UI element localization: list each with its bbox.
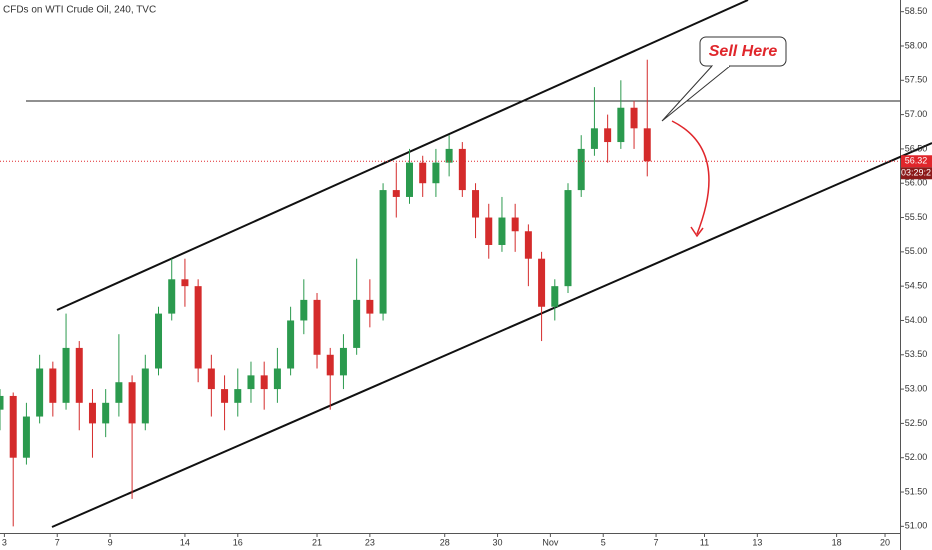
candle-body xyxy=(88,402,96,424)
x-tick-label: 18 xyxy=(832,537,842,547)
candle-body xyxy=(22,416,30,458)
countdown-label: 03:29:2 xyxy=(901,168,931,178)
y-tick-label: 52.50 xyxy=(905,418,928,428)
x-tick-label: 30 xyxy=(493,537,503,547)
candle-body xyxy=(353,299,361,348)
candle-body xyxy=(432,162,440,184)
candle-body xyxy=(564,190,572,287)
y-tick-label: 55.50 xyxy=(905,212,928,222)
y-tick-label: 57.50 xyxy=(905,75,928,85)
candle-body xyxy=(194,286,202,369)
candle-body xyxy=(392,190,400,197)
last-price-box xyxy=(901,155,932,168)
x-tick-label: Nov xyxy=(542,537,559,547)
candle-body xyxy=(366,299,374,314)
candle-body xyxy=(155,313,163,369)
candle-body xyxy=(617,107,625,143)
candle-body xyxy=(551,286,559,307)
chart-title: CFDs on WTI Crude Oil, 240, TVC xyxy=(3,5,156,16)
y-tick-label: 53.50 xyxy=(905,349,928,359)
candle-body xyxy=(458,148,466,191)
candle-body xyxy=(643,128,651,162)
candle-body xyxy=(102,402,110,424)
x-tick-label: 5 xyxy=(601,537,606,547)
candle-body xyxy=(234,389,242,403)
candle-body xyxy=(485,217,493,245)
callout-pointer xyxy=(661,65,731,122)
y-tick-label: 51.50 xyxy=(905,486,928,496)
y-tick-label: 58.50 xyxy=(905,6,928,16)
candle-body xyxy=(577,148,585,191)
channel-lower xyxy=(51,142,932,528)
candle-body xyxy=(0,395,4,410)
candle-body xyxy=(36,368,44,417)
y-tick-label: 58.00 xyxy=(905,40,928,50)
last-price-label: 56.32 xyxy=(905,156,928,166)
candle-body xyxy=(141,368,149,424)
candle-body xyxy=(630,107,638,129)
candle-body xyxy=(472,190,480,218)
candle-body xyxy=(247,375,255,390)
x-tick-label: 28 xyxy=(440,537,450,547)
y-tick-label: 57.00 xyxy=(905,109,928,119)
x-tick-label: 7 xyxy=(55,537,60,547)
candle-body xyxy=(498,217,506,245)
x-tick-label: 16 xyxy=(233,537,243,547)
y-tick-label: 54.50 xyxy=(905,281,928,291)
candle-body xyxy=(287,320,295,369)
x-tick-label: 14 xyxy=(180,537,190,547)
candle-body xyxy=(181,279,189,287)
candle-body xyxy=(590,128,598,149)
candle-body xyxy=(62,347,70,403)
candle-body xyxy=(405,162,413,197)
candle-body xyxy=(604,128,612,143)
move-arrowhead xyxy=(690,226,704,238)
candle-body xyxy=(128,382,136,424)
annotation: Sell Here xyxy=(709,43,778,60)
candle-body xyxy=(379,190,387,314)
candle-body xyxy=(538,258,546,307)
y-tick-label: 51.00 xyxy=(905,521,928,531)
candle-body xyxy=(300,299,308,321)
x-tick-label: 23 xyxy=(365,537,375,547)
x-tick-label: 9 xyxy=(108,537,113,547)
candle-body xyxy=(75,347,83,403)
x-tick-label: 3 xyxy=(2,537,7,547)
candle-body xyxy=(49,368,57,403)
candle-body xyxy=(524,231,532,259)
candle-body xyxy=(339,347,347,376)
candle-body xyxy=(511,217,519,232)
move-arrow xyxy=(671,120,710,235)
candles xyxy=(0,59,651,527)
x-tick-label: 11 xyxy=(700,537,709,547)
y-tick-label: 52.00 xyxy=(905,452,928,462)
candle-body xyxy=(115,382,123,403)
channel-upper xyxy=(56,0,749,311)
y-tick-label: 56.50 xyxy=(905,143,928,153)
y-tick-label: 53.00 xyxy=(905,383,928,393)
y-tick-label: 55.00 xyxy=(905,246,928,256)
x-tick-label: 13 xyxy=(752,537,762,547)
candle-body xyxy=(445,148,453,163)
candle-body xyxy=(221,389,229,403)
candle-body xyxy=(207,368,215,390)
callout-box xyxy=(699,36,787,67)
countdown-box xyxy=(901,167,932,180)
candle-body xyxy=(313,299,321,355)
candle-body xyxy=(419,162,427,184)
x-tick-label: 21 xyxy=(312,537,322,547)
x-tick-label: 20 xyxy=(880,537,890,547)
candle-body xyxy=(326,354,334,376)
candle-body xyxy=(168,279,176,314)
candle-body xyxy=(260,375,268,390)
y-tick-label: 56.00 xyxy=(905,178,928,188)
candle-body xyxy=(273,368,281,390)
candle-body xyxy=(9,395,17,458)
y-tick-label: 54.00 xyxy=(905,315,928,325)
x-tick-label: 7 xyxy=(654,537,659,547)
